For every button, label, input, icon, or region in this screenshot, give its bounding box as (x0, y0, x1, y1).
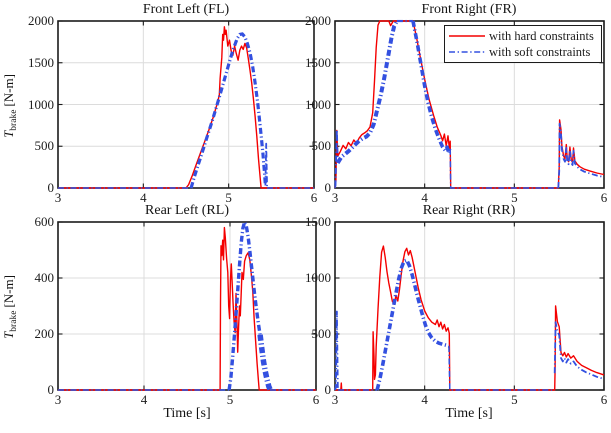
series-soft-constraints (449, 148, 559, 189)
legend-label-hard: with hard constraints (489, 29, 594, 43)
legend-entry-hard-constraints: with hard constraints (448, 29, 599, 43)
axes-box (57, 221, 317, 391)
subplot-title-front-left: Front Left (FL) (142, 2, 230, 17)
y-axis-label-rear: Tbrake[N-m] (1, 242, 19, 372)
x-tick-label: 5 (225, 190, 232, 205)
series-hard-constraints (58, 226, 316, 391)
y-tick-label: 1500 (28, 54, 54, 70)
series-soft-constraints (375, 258, 450, 391)
series-soft-constraints (557, 122, 605, 189)
x-tick-label: 3 (54, 190, 62, 205)
series-soft-constraints (189, 32, 267, 189)
x-tick-label: 6 (310, 190, 318, 205)
y-tick-label: 1000 (305, 270, 331, 285)
x-axis-label-rear-left: Time [s] (163, 406, 211, 421)
y-tick-label: 2000 (305, 13, 331, 28)
subplot-title-rear-left: Rear Left (RL) (145, 203, 229, 218)
y-label-symbol: T (1, 130, 16, 138)
legend-entry-soft-constraints: with soft constraints (448, 45, 599, 59)
legend-dashdot-line-icon (449, 51, 485, 53)
y-tick-label: 1500 (305, 214, 331, 229)
y-tick-label: 200 (34, 326, 55, 341)
x-tick-label: 6 (312, 392, 320, 407)
y-tick-label: 1500 (305, 54, 331, 70)
legend: with hard constraints with soft constrai… (444, 25, 602, 63)
series-soft-constraints (411, 20, 452, 156)
series-hard-constraints (58, 26, 314, 189)
series-soft-constraints (448, 346, 555, 391)
x-tick-label: 5 (226, 392, 234, 407)
y-tick-label: 0 (324, 382, 332, 397)
y-tick-label: 600 (34, 214, 55, 229)
y-tick-label: 500 (311, 326, 332, 341)
y-tick-label: 1000 (28, 96, 54, 112)
series-soft-constraints (334, 310, 340, 391)
series-soft-constraints (553, 321, 605, 380)
y-tick-label: 1000 (305, 96, 331, 112)
x-tick-label: 4 (140, 190, 147, 205)
series-soft-constraints (257, 334, 273, 391)
y-tick-label: 0 (47, 382, 55, 397)
legend-label-soft: with soft constraints (489, 45, 591, 59)
y-tick-label: 500 (311, 138, 332, 154)
series-soft-constraints (264, 142, 268, 189)
subplot-title-rear-right: Rear Right (RR) (422, 203, 516, 218)
x-tick-label: 4 (421, 190, 428, 205)
subplot-title-front-right: Front Right (FR) (421, 2, 517, 17)
y-tick-label: 400 (34, 270, 55, 285)
x-tick-label: 6 (600, 190, 608, 205)
x-tick-label: 3 (54, 392, 62, 407)
x-tick-label: 6 (600, 392, 608, 407)
y-label-subscript: brake (9, 109, 19, 131)
x-axis-label-rear-right: Time [s] (445, 406, 493, 421)
y-tick-label: 500 (34, 138, 55, 154)
x-tick-label: 4 (421, 392, 428, 407)
series-hard-constraints (335, 245, 605, 391)
x-tick-label: 3 (331, 392, 339, 407)
legend-solid-line-icon (449, 35, 485, 37)
series-soft-constraints (336, 20, 399, 164)
series-soft-constraints (334, 128, 339, 187)
x-tick-label: 5 (511, 190, 518, 205)
x-tick-label: 4 (140, 392, 148, 407)
y-tick-label: 0 (47, 180, 55, 195)
y-tick-label: 0 (324, 180, 332, 195)
x-tick-label: 3 (331, 190, 339, 205)
series-soft-constraints (227, 220, 262, 391)
x-tick-label: 5 (511, 392, 518, 407)
y-tick-label: 2000 (28, 13, 54, 28)
